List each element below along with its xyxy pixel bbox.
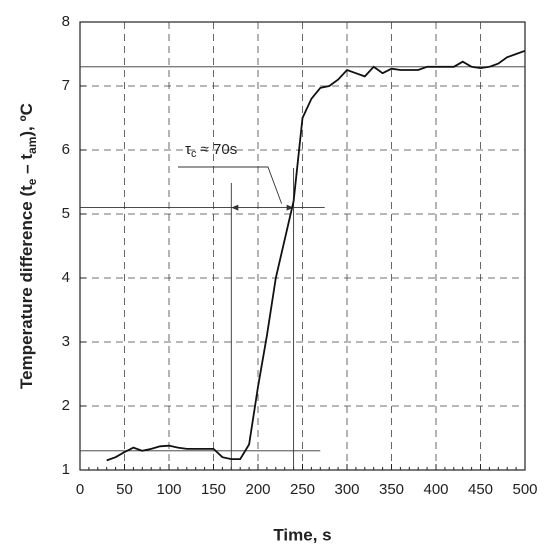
y-axis-label-part: ), ºC [17,103,36,137]
y-tick-label: 2 [62,397,70,414]
y-tick-label: 1 [62,461,70,478]
y-tick-label: 7 [62,77,70,94]
y-axis-label-part: e [25,178,39,185]
x-tick-label: 450 [468,481,493,498]
annotation-part: τ [185,141,191,158]
y-tick-label: 4 [62,269,70,286]
arrow-head [231,204,239,211]
y-axis-label-part: Temperature difference (t [17,185,36,389]
y-tick-label: 3 [62,333,70,350]
leader-line [178,166,283,204]
x-axis-label: Time, s [273,525,331,544]
y-axis-label-part: – t [17,154,36,179]
x-tick-label: 350 [379,481,404,498]
x-tick-label: 100 [156,481,181,498]
y-axis-label-part: am [25,137,39,154]
x-tick-label: 250 [290,481,315,498]
data-line [106,49,526,462]
x-tick-label: 200 [245,481,270,498]
plot-area [79,21,526,471]
y-tick-label: 6 [62,141,70,158]
arrow-head [286,204,294,211]
annotation-part: ≈ 70s [196,141,237,158]
x-tick-label: 300 [334,481,359,498]
y-axis-label: Temperature difference (te – tam), ºC [17,103,39,389]
x-tick-label: 0 [76,481,84,498]
x-tick-label: 400 [423,481,448,498]
x-tick-label: 500 [512,481,537,498]
annotation: τc ≈ 70s [185,141,237,160]
x-tick-label: 50 [116,481,133,498]
y-tick-label: 8 [62,13,70,30]
y-tick-label: 5 [62,205,70,222]
annotation-part: c [191,148,197,160]
x-tick-label: 150 [201,481,226,498]
